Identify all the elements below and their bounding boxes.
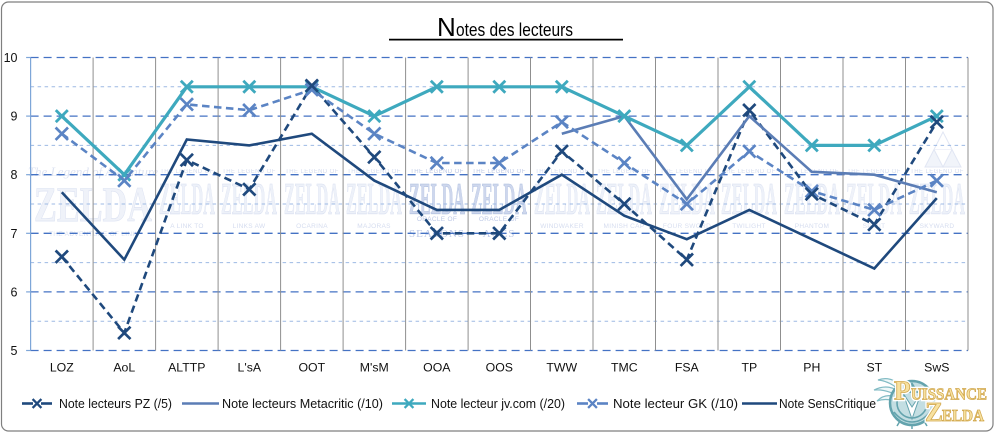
svg-text:FSA: FSA [675,361,700,375]
svg-text:TP: TP [741,361,757,375]
svg-text:A LINK TO: A LINK TO [170,223,204,230]
svg-text:ELDA: ELDA [942,406,985,425]
svg-text:ZELDA: ZELDA [784,173,840,224]
svg-text:UISSANCE: UISSANCE [911,385,987,404]
svg-text:THE LEGEND OF: THE LEGEND OF [285,169,339,175]
svg-text:UISSANCE: UISSANCE [911,385,987,404]
svg-text:Note lecteurs PZ (/5): Note lecteurs PZ (/5) [59,396,172,411]
svg-text:5: 5 [11,344,18,358]
svg-text:THE LEGEND OF: THE LEGEND OF [847,169,901,175]
svg-text:THE LEGEND OF: THE LEGEND OF [910,169,964,175]
svg-text:ZELDA: ZELDA [284,173,340,224]
svg-text:WINDWAKER: WINDWAKER [540,223,584,230]
svg-text:OOT: OOT [298,361,325,375]
svg-text:P: P [894,376,911,406]
svg-text:TWW: TWW [546,361,577,375]
svg-text:OOA: OOA [423,361,451,375]
svg-text:Note SensCritique: Note SensCritique [779,396,876,411]
svg-text:SKYWARD: SKYWARD [920,223,955,230]
svg-text:PHANTOM: PHANTOM [795,223,829,230]
svg-text:THE LEGEND OF: THE LEGEND OF [722,169,776,175]
svg-text:Z: Z [925,397,943,427]
svg-text:LOZ: LOZ [50,361,74,375]
svg-text:10: 10 [4,51,18,65]
svg-text:THE LEGEND OF: THE LEGEND OF [222,169,276,175]
svg-text:OCARINA: OCARINA [296,223,328,230]
svg-text:THE LEGEND OF: THE LEGEND OF [347,169,401,175]
svg-text:SwS: SwS [924,361,949,375]
svg-text:PH: PH [803,361,820,375]
svg-text:Note lecteur jv.com (/20): Note lecteur jv.com (/20) [431,396,565,411]
svg-text:P: P [894,376,911,406]
svg-text:L'sA: L'sA [238,361,262,375]
svg-text:ALTTP: ALTTP [168,361,205,375]
svg-text:TMC: TMC [611,361,638,375]
svg-text:TWILIGHT: TWILIGHT [732,223,765,230]
svg-text:ZELDA: ZELDA [221,173,277,224]
svg-text:THE LEGEND OF: THE LEGEND OF [660,169,714,175]
svg-text:Note lecteur GK (/10): Note lecteur GK (/10) [613,396,738,411]
svg-text:THE LEGEND OF: THE LEGEND OF [535,169,589,175]
svg-text:OOS: OOS [486,361,513,375]
svg-text:MAJORAS: MAJORAS [357,223,391,230]
svg-text:Note lecteurs Metacritic (/10): Note lecteurs Metacritic (/10) [222,396,383,411]
svg-text:FOUR SWORD: FOUR SWORD [663,223,711,230]
svg-text:AoL: AoL [113,361,135,375]
svg-text:ZELDA: ZELDA [471,173,527,224]
svg-text:6: 6 [11,285,18,299]
svg-text:ZELDA: ZELDA [534,173,590,224]
svg-text:THE LEGEND OF: THE LEGEND OF [597,169,651,175]
svg-text:ELDA: ELDA [942,406,985,425]
svg-text:THE LEGEND OF: THE LEGEND OF [160,169,214,175]
svg-text:LINKS AW: LINKS AW [233,223,266,230]
svg-text:9: 9 [11,110,18,124]
svg-text:ORACLE OF: ORACLE OF [417,216,457,223]
svg-text:ORACLE OF: ORACLE OF [479,216,519,223]
svg-text:N: N [437,12,456,42]
svg-text:MINISH CAP: MINISH CAP [604,223,645,230]
svg-text:ZELDA: ZELDA [159,173,215,224]
svg-text:M'sM: M'sM [360,361,389,375]
svg-text:ZELDA: ZELDA [409,173,465,224]
svg-text:7: 7 [11,227,18,241]
svg-text:8: 8 [11,168,18,182]
svg-text:ZELDA: ZELDA [846,173,902,224]
svg-text:ST: ST [866,361,882,375]
svg-text:THE LEGEND OF: THE LEGEND OF [410,169,464,175]
svg-text:otes des lecteurs: otes des lecteurs [456,20,573,40]
svg-text:ZELDA: ZELDA [721,173,777,224]
svg-text:Z: Z [925,397,943,427]
svg-text:THE LEGEND OF: THE LEGEND OF [472,169,526,175]
